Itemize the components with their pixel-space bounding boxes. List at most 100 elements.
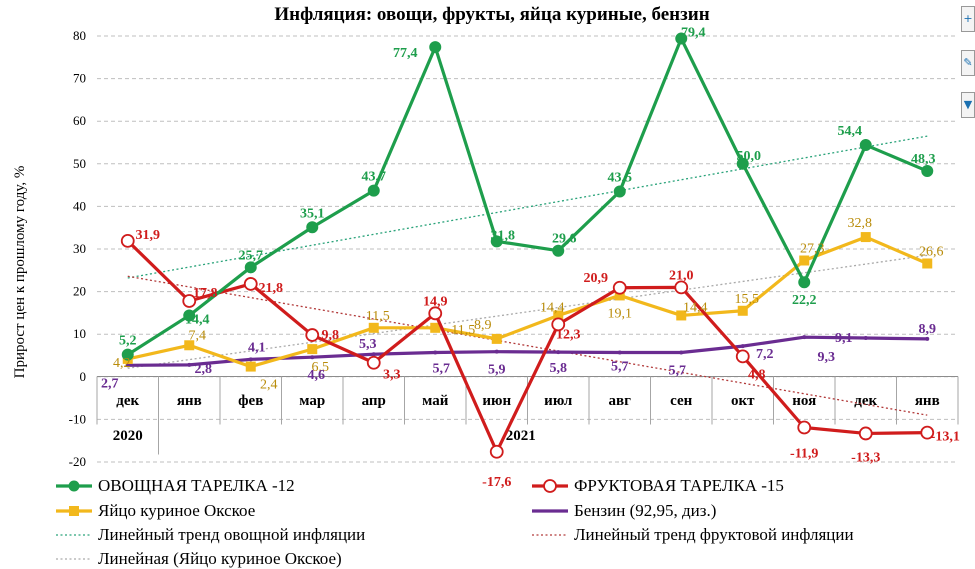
veg-data-label: 22,2	[792, 293, 817, 308]
fruit-data-label: 21,8	[259, 281, 284, 296]
x-tick-label: дек	[116, 393, 139, 409]
egg-point	[860, 232, 871, 243]
veg-data-label: 14,4	[185, 312, 210, 327]
chart-filter-button[interactable]: ▼	[961, 92, 975, 118]
y-tick-label: 80	[73, 28, 86, 43]
fruit-point	[797, 420, 812, 435]
legend-item-veg: ОВОЩНАЯ ТАРЕЛКА -12	[56, 476, 295, 495]
legend-label: ОВОЩНАЯ ТАРЕЛКА -12	[98, 476, 295, 495]
y-tick-label: 0	[80, 369, 87, 384]
fruit-point	[182, 294, 197, 308]
x-tick-label: ноя	[792, 393, 816, 409]
egg-point	[676, 310, 687, 321]
y-tick-label: 10	[73, 326, 86, 341]
fuel-data-label: 5,3	[359, 337, 377, 352]
veg-data-label: 50,0	[737, 149, 762, 164]
grid: 80 70 60 50 40 30 20 10 0 -10 -20	[69, 28, 958, 469]
egg-point	[430, 322, 441, 333]
fruit-data-label: -13,1	[931, 430, 960, 445]
legend-label: Линейный тренд овощной инфляции	[98, 525, 365, 544]
veg-point	[736, 157, 749, 170]
egg-point	[799, 255, 810, 266]
legend-item-fruit: ФРУКТОВАЯ ТАРЕЛКА -15	[532, 476, 784, 495]
egg-data-label: 19,1	[608, 306, 633, 321]
series-line	[126, 36, 928, 356]
veg-point	[613, 185, 626, 198]
fruit-data-label: 14,9	[423, 294, 448, 309]
year-label: 2021	[506, 428, 536, 444]
egg-point	[922, 258, 933, 269]
egg-data-label: 14,4	[540, 300, 565, 315]
x-tick-label: май	[422, 393, 449, 409]
veg-point	[798, 276, 811, 289]
veg-point	[921, 165, 934, 178]
y-tick-label: 20	[73, 284, 86, 299]
fuel-point	[556, 350, 561, 355]
egg-point	[491, 333, 502, 344]
fruit-data-label: 21,0	[669, 268, 694, 283]
series-lines	[120, 32, 935, 459]
veg-point	[552, 244, 565, 257]
veg-data-label: 5,2	[119, 334, 137, 349]
fuel-data-label: 5,7	[433, 362, 451, 377]
fruit-point	[489, 444, 504, 459]
fuel-point	[248, 357, 253, 362]
veg-point	[490, 235, 503, 248]
fuel-point	[617, 350, 622, 355]
egg-point	[184, 340, 195, 351]
legend-label: Линейный тренд фруктовой инфляции	[574, 525, 854, 544]
veg-data-label: 43,5	[608, 170, 633, 185]
data-labels: 5,2 14,4 25,7 35,1 43,7 77,4 31,8 29,6 43,5 79,4 5…	[101, 26, 960, 490]
x-tick-label: фев	[238, 393, 263, 409]
egg-data-label: 15,5	[735, 292, 760, 307]
legend-item-fuel: Бензин (92,95, диз.)	[532, 501, 716, 520]
veg-data-label: 77,4	[393, 46, 418, 61]
veg-point	[675, 32, 688, 45]
fruit-data-label: 20,9	[584, 271, 609, 286]
fuel-data-label: 9,1	[835, 331, 853, 346]
chart-styles-button[interactable]: ✎	[961, 50, 975, 76]
egg-point	[368, 322, 379, 333]
y-tick-label: 60	[73, 113, 86, 128]
fuel-data-label: 4,6	[308, 368, 326, 383]
egg-data-label: 14,4	[683, 300, 708, 315]
egg-point	[245, 361, 256, 372]
fruit-data-label: -11,9	[790, 446, 818, 461]
egg-data-label: 8,9	[474, 318, 492, 333]
x-tick-label: мар	[299, 393, 325, 409]
fruit-point	[674, 280, 689, 295]
fuel-point	[125, 363, 130, 368]
veg-data-label: 43,7	[362, 170, 387, 185]
fuel-data-label: 8,9	[919, 322, 937, 337]
fruit-point	[366, 355, 381, 370]
y-tick-label: 70	[73, 71, 86, 86]
fuel-data-label: 7,2	[756, 347, 774, 362]
egg-data-label: 26,6	[919, 244, 944, 259]
y-tick-label: -10	[69, 411, 86, 426]
fuel-data-label: 9,3	[818, 350, 836, 365]
veg-data-label: 54,4	[838, 124, 863, 139]
chart-elements-button[interactable]: +	[961, 6, 975, 32]
egg-data-label: 27,3	[800, 242, 825, 257]
egg-data-label: 11,5	[451, 323, 475, 338]
legend-item-fruit-trend: Линейный тренд фруктовой инфляции	[532, 525, 854, 544]
veg-point	[859, 139, 872, 152]
x-tick-label: авг	[609, 393, 632, 409]
legend-label: Линейная (Яйцо куриное Окское)	[98, 549, 342, 568]
series-line	[127, 235, 928, 369]
egg-point	[307, 344, 318, 355]
series-line	[127, 335, 928, 367]
fruit-data-label: 3,3	[383, 368, 401, 383]
fuel-data-label: 5,8	[550, 361, 568, 376]
veg-point	[183, 309, 196, 322]
egg-data-label: 32,8	[848, 216, 873, 231]
veg-data-label: 25,7	[239, 248, 264, 263]
fuel-data-label: 5,7	[669, 364, 687, 379]
egg-point	[737, 305, 748, 316]
fuel-point	[679, 350, 684, 355]
fruit-data-label: -17,6	[482, 475, 511, 490]
egg-data-label: 4,2	[113, 356, 131, 371]
fuel-point	[310, 355, 315, 360]
veg-data-label: 31,8	[491, 228, 516, 243]
